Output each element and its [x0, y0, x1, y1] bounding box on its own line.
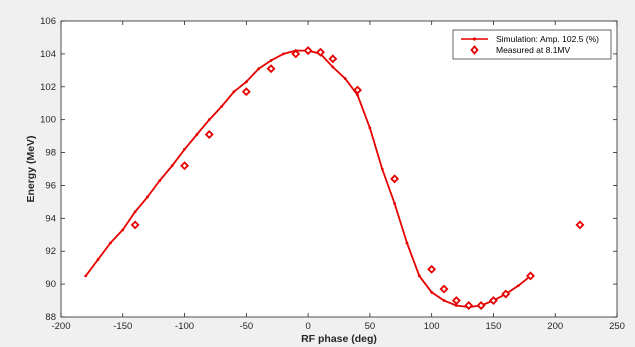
- measured-point: [204, 129, 214, 139]
- simulation-point: [195, 133, 199, 136]
- measured-point: [451, 296, 461, 306]
- x-tick-label: 250: [609, 321, 625, 332]
- legend-measured-label: Measured at 8.1MV: [496, 45, 571, 55]
- measured-point: [241, 87, 251, 97]
- x-tick-label: -200: [51, 321, 70, 332]
- x-tick-label: 150: [486, 321, 502, 332]
- legend-simulation-label: Simulation: Amp. 102.5 (%): [496, 34, 599, 44]
- simulation-point: [133, 210, 137, 214]
- y-tick-label: 102: [40, 82, 56, 93]
- simulation-point: [257, 67, 261, 71]
- y-tick-label: 98: [45, 148, 56, 159]
- simulation-point: [454, 304, 458, 307]
- legend-box: [452, 29, 612, 60]
- simulation-point: [146, 195, 149, 199]
- simulation-point: [282, 52, 285, 56]
- simulation-point: [417, 274, 421, 278]
- measured-point: [488, 296, 498, 306]
- simulation-point: [96, 258, 100, 261]
- simulation-point: [232, 90, 236, 94]
- y-tick-label: 96: [45, 180, 56, 191]
- measured-point: [328, 54, 338, 64]
- simulation-point: [430, 290, 434, 294]
- y-tick-label: 90: [45, 279, 56, 290]
- y-tick-label: 92: [45, 246, 56, 257]
- measured-point: [427, 264, 437, 274]
- simulation-point: [442, 299, 446, 302]
- simulation-point: [84, 274, 88, 278]
- x-tick-label: 0: [305, 321, 310, 332]
- simulation-point: [244, 80, 248, 84]
- legend: Simulation: Amp. 102.5 (%) Measured at 8…: [452, 29, 612, 60]
- simulation-point: [207, 118, 211, 122]
- measured-point: [303, 46, 313, 56]
- plot-frame: [60, 20, 618, 318]
- x-tick-label: 100: [424, 321, 440, 332]
- measured-point: [266, 64, 276, 74]
- simulation-point: [158, 179, 162, 182]
- y-axis-title: Energy (MeV): [25, 135, 37, 202]
- legend-simulation-marker: [472, 37, 477, 41]
- y-tick-label: 100: [40, 115, 56, 126]
- simulation-point: [405, 241, 409, 245]
- y-tick-label: 106: [40, 16, 56, 27]
- y-axis-ticks: 88 90 92 94 96 98 100 102 104 106: [40, 16, 617, 323]
- measured-point: [291, 49, 301, 59]
- measured-point: [575, 220, 585, 230]
- measured-point: [526, 271, 535, 281]
- simulation-point: [269, 59, 273, 62]
- simulation-point: [331, 65, 335, 69]
- y-tick-label: 88: [45, 312, 56, 323]
- simulation-point: [170, 164, 174, 168]
- measured-point: [315, 47, 325, 57]
- simulation-point: [109, 241, 112, 245]
- simulation-point: [516, 284, 520, 288]
- simulation-point: [121, 228, 125, 232]
- x-tick-label: -100: [175, 321, 194, 332]
- measured-point: [439, 284, 449, 294]
- x-axis-ticks: -200 -150 -100 -50 0 50 100 150 200 250: [51, 21, 625, 332]
- simulation-point: [183, 147, 186, 151]
- measured-point: [353, 85, 363, 95]
- plot-area: [61, 21, 617, 317]
- simulation-point: [393, 202, 396, 205]
- y-tick-label: 94: [45, 213, 56, 224]
- measured-point: [130, 220, 140, 230]
- measured-point: [464, 301, 474, 310]
- simulation-point: [380, 167, 384, 171]
- x-axis-title: RF phase (deg): [301, 333, 377, 345]
- measured-point: [501, 289, 511, 299]
- measured-point: [476, 301, 486, 310]
- x-tick-label: -50: [239, 321, 253, 332]
- y-tick-label: 104: [40, 49, 56, 60]
- legend-measured-marker: [470, 45, 479, 55]
- x-tick-label: 50: [365, 321, 376, 332]
- series-layer: [84, 46, 585, 310]
- simulation-point: [220, 105, 224, 108]
- x-tick-label: -150: [113, 321, 132, 332]
- simulation-point: [368, 126, 372, 130]
- measured-point: [180, 161, 190, 171]
- measured-point: [390, 174, 400, 184]
- simulation-point: [356, 93, 359, 97]
- x-tick-label: 200: [547, 321, 563, 332]
- simulation-point: [343, 77, 347, 80]
